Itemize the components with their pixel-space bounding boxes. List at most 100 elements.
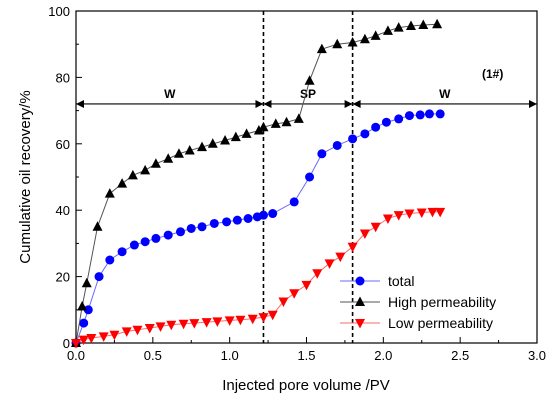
phase-arrow-head-right [344, 99, 353, 108]
x-tick-label: 2.5 [451, 348, 469, 363]
data-point [132, 325, 143, 336]
data-point [304, 75, 315, 85]
data-point [347, 242, 358, 253]
data-point [347, 37, 358, 47]
data-point [360, 129, 370, 139]
data-point [432, 18, 443, 29]
data-point [83, 305, 93, 315]
data-point [212, 317, 223, 327]
data-point [381, 117, 391, 127]
phase-label: W [164, 87, 176, 101]
data-point [301, 280, 312, 291]
data-point [77, 300, 88, 311]
data-point [404, 111, 414, 121]
series-1 [71, 18, 443, 347]
data-point [258, 121, 269, 132]
data-point [267, 310, 278, 321]
data-point [189, 319, 200, 329]
data-point [117, 178, 128, 188]
data-point [370, 222, 381, 233]
data-point [241, 128, 252, 138]
data-point [117, 247, 127, 257]
legend-marker [355, 276, 365, 286]
data-point [418, 19, 429, 29]
axis-ticks: 0.0 0.5 1.0 1.5 2.0 2.5 3.0 0 20 40 60 80 100 [48, 4, 546, 363]
data-point [166, 320, 177, 331]
y-tick-label: 0 [63, 336, 70, 351]
legend-label: High permeability [388, 294, 496, 310]
series-line [75, 211, 441, 344]
data-point [359, 229, 370, 239]
data-point [163, 230, 173, 240]
data-point [359, 33, 370, 44]
data-point [144, 324, 155, 334]
data-point [232, 215, 242, 225]
data-point [243, 214, 253, 223]
data-point [393, 211, 404, 221]
data-point [121, 327, 132, 337]
data-point [224, 316, 235, 326]
data-point [258, 313, 269, 323]
y-tick-label: 80 [56, 70, 70, 85]
data-point [220, 134, 231, 145]
data-point [427, 207, 438, 218]
legend-label: total [388, 273, 414, 289]
data-point [424, 109, 434, 119]
data-point [324, 259, 335, 269]
data-point [186, 223, 196, 233]
x-axis-title: Injected pore volume /PV [222, 377, 390, 394]
data-point [178, 319, 189, 330]
data-point [435, 207, 446, 218]
data-point [173, 148, 184, 158]
data-point [140, 237, 150, 247]
data-point [104, 188, 115, 198]
series-2 [71, 207, 446, 349]
data-point [175, 227, 185, 237]
data-point [81, 277, 92, 288]
data-point [247, 314, 258, 325]
data-point [270, 118, 281, 128]
data-point [348, 134, 358, 144]
data-point [281, 116, 292, 127]
series-0 [71, 109, 445, 348]
data-point [335, 252, 346, 263]
data-point [230, 131, 241, 142]
data-point [253, 125, 264, 135]
x-tick-label: 2.0 [374, 348, 392, 363]
data-point [278, 297, 289, 307]
data-point [382, 214, 393, 224]
phase-arrow-head-left [263, 99, 272, 108]
y-tick-label: 60 [56, 137, 70, 152]
x-tick-label: 0.5 [144, 348, 162, 363]
data-point [317, 149, 327, 159]
data-point [197, 222, 207, 232]
phase-label: SP [300, 87, 316, 101]
sample-annotation: (1#) [482, 67, 503, 81]
series-line [75, 113, 441, 344]
data-point [415, 110, 425, 120]
data-point [184, 144, 195, 155]
phase-arrow-head-right [529, 99, 537, 108]
data-point [332, 140, 342, 150]
data-point [289, 289, 300, 299]
data-series [71, 18, 446, 349]
data-point [404, 209, 415, 220]
data-point [332, 38, 343, 49]
x-tick-label: 1.5 [297, 348, 315, 363]
y-tick-label: 20 [56, 270, 70, 285]
data-point [382, 25, 393, 35]
data-point [268, 209, 278, 219]
data-point [371, 122, 381, 132]
phase-arrow-head-left [76, 99, 84, 108]
phase-label: W [439, 87, 451, 101]
data-point [235, 315, 246, 326]
data-point [150, 158, 161, 168]
data-point [416, 208, 427, 219]
data-point [78, 335, 89, 346]
data-point [129, 240, 139, 250]
data-point [394, 114, 404, 124]
phase-arrow-head-left [352, 99, 361, 108]
legend-marker [355, 296, 365, 306]
data-point [370, 30, 381, 40]
